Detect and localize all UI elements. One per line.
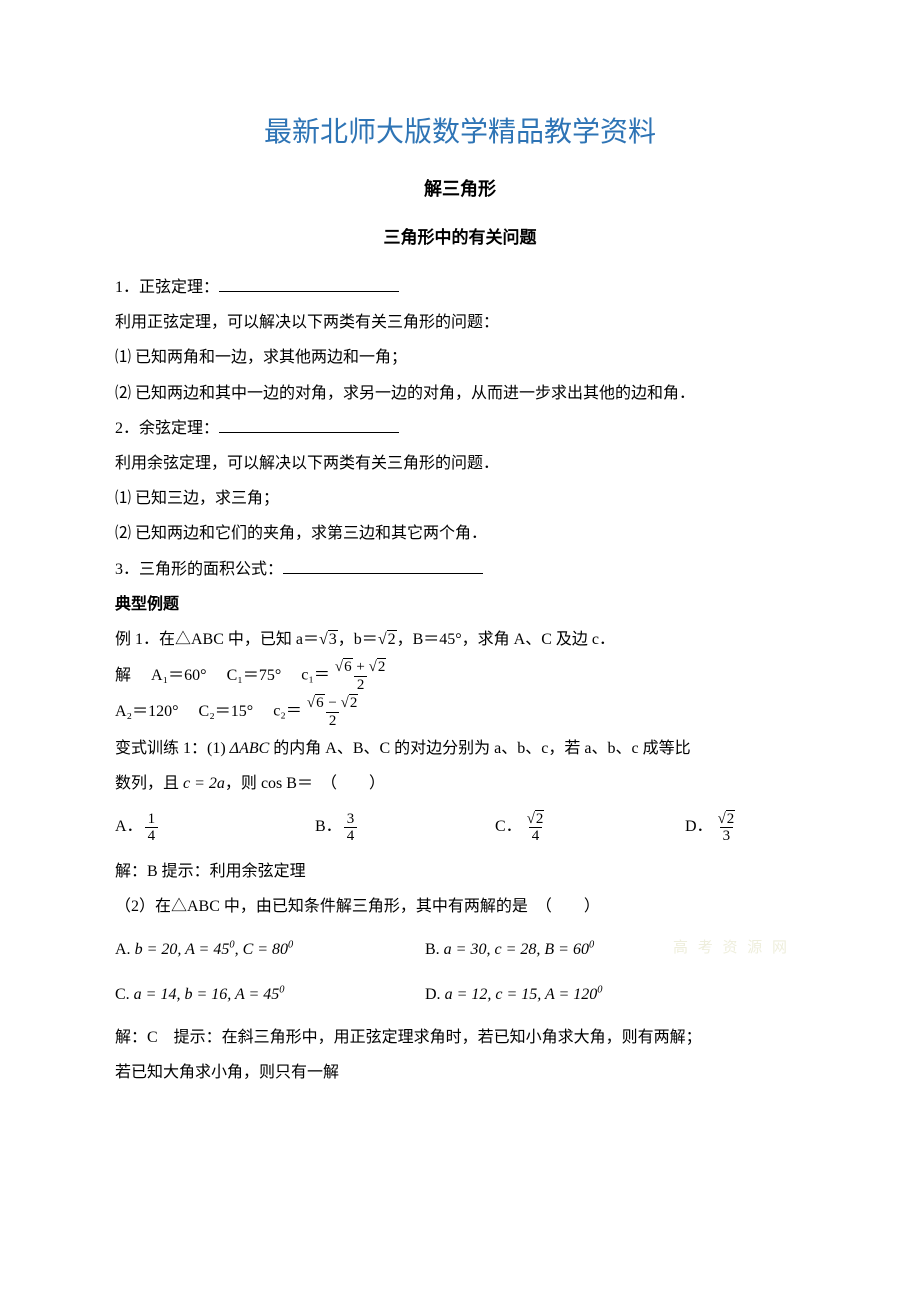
section1-p2: ⑴ 已知两角和一边，求其他两边和一角；	[115, 340, 805, 375]
section2-p2: ⑴ 已知三边，求三角；	[115, 481, 805, 516]
v2-sol-l1: 解：C 提示：在斜三角形中，用正弦定理求角时，若已知小角求大角，则有两解；	[115, 1020, 805, 1055]
opt-b-math: a = 30, c = 28, B = 600	[444, 941, 594, 958]
watermark: 高 考 资 源 网	[673, 936, 790, 957]
opt-b-label: B．	[315, 805, 342, 850]
ex1-stem-a: 例 1．在△ABC 中，已知 a＝	[115, 631, 319, 648]
section3-label: 3．三角形的面积公式：	[115, 561, 283, 578]
v1-stem-c: 数列，且	[115, 775, 183, 792]
ex1-sol-row2: A₂＝120° C₂＝15° c₂＝√6 − √22	[115, 695, 805, 729]
frac-c2: √6 − √22	[304, 695, 361, 729]
frac-sqrt2-3: √23	[715, 811, 739, 845]
ex1-stem: 例 1．在△ABC 中，已知 a＝√3，b＝√2，B＝45°，求角 A、C 及边…	[115, 622, 805, 657]
frac-sqrt2-4: √24	[524, 811, 548, 845]
ex1-a1: A₁＝60°	[151, 660, 207, 692]
frac-3-4: 34	[344, 811, 358, 845]
blank-line	[283, 558, 483, 574]
c2-prefix: c₂＝	[273, 703, 302, 720]
v1-opt-a: A． 14	[115, 805, 315, 850]
ex1-sol-row1: 解 A₁＝60° C₁＝75° c₁＝√6 + √22	[115, 659, 805, 693]
sol-prefix: 解	[115, 660, 131, 692]
blank-line	[219, 417, 399, 433]
section3-heading: 3．三角形的面积公式：	[115, 552, 805, 587]
section1-p1: 利用正弦定理，可以解决以下两类有关三角形的问题：	[115, 305, 805, 340]
v1-c2a: c = 2a	[183, 775, 225, 792]
opt-d-math: a = 12, c = 15, A = 1200	[445, 986, 603, 1003]
v1-stem-a: 变式训练 1：(1)	[115, 740, 230, 757]
c1-prefix: c₁＝	[301, 667, 330, 684]
opt-b-pre: B.	[425, 941, 444, 958]
ex1-c1: C₁＝75°	[227, 660, 282, 692]
opt-d-label: D．	[685, 805, 713, 850]
section1-heading: 1．正弦定理：	[115, 270, 805, 305]
section2-p1: 利用余弦定理，可以解决以下两类有关三角形的问题．	[115, 446, 805, 481]
v1-options: A． 14 B． 34 C． √24 D． √23	[115, 805, 805, 850]
main-title: 最新北师大版数学精品教学资料	[115, 110, 805, 150]
opt-a-pre: A.	[115, 941, 135, 958]
section1-label: 1．正弦定理：	[115, 279, 219, 296]
sqrt-3: √3	[319, 622, 338, 657]
v1-abc: ΔABC	[230, 740, 270, 757]
ex1-c1v: c₁＝√6 + √22	[301, 659, 391, 693]
ex1-c2v: c₂＝√6 − √22	[273, 695, 363, 729]
v1-stem-e: ＝ （ ）	[297, 775, 385, 792]
sqrt-2: √2	[378, 622, 397, 657]
opt-c-math: a = 14, b = 16, A = 450	[134, 986, 285, 1003]
opt-a-math: b = 20, A = 450, C = 800	[135, 941, 294, 958]
subtitle-1: 解三角形	[115, 175, 805, 201]
opt-d-pre: D.	[425, 986, 445, 1003]
v1-stem-l1: 变式训练 1：(1) ΔABC 的内角 A、B、C 的对边分别为 a、b、c，若…	[115, 731, 805, 766]
opt-a-label: A．	[115, 805, 143, 850]
section2-label: 2．余弦定理：	[115, 420, 219, 437]
ex1-stem-c: ，B＝45°，求角 A、C 及边 c．	[397, 631, 615, 648]
v2-stem: （2）在△ABC 中，由已知条件解三角形，其中有两解的是 （ ）	[115, 889, 805, 924]
v1-opt-b: B． 34	[315, 805, 495, 850]
examples-heading: 典型例题	[115, 587, 805, 622]
v1-solution: 解：B 提示：利用余弦定理	[115, 854, 805, 889]
blank-line	[219, 276, 399, 292]
v1-stem-l2: 数列，且 c = 2a，则 cos B＝ （ ）	[115, 766, 805, 801]
ex1-stem-b: ，b＝	[338, 631, 378, 648]
v2-opt-d: D. a = 12, c = 15, A = 1200	[425, 974, 805, 1016]
opt-c-pre: C.	[115, 986, 134, 1003]
ex1-c2: C₂＝15°	[199, 696, 254, 728]
v2-sol-l2: 若已知大角求小角，则只有一解	[115, 1055, 805, 1090]
section1-p3: ⑵ 已知两边和其中一边的对角，求另一边的对角，从而进一步求出其他的边和角．	[115, 376, 805, 411]
v1-cosb: cos B	[261, 775, 297, 792]
frac-1-4: 14	[145, 811, 159, 845]
frac-c1: √6 + √22	[332, 659, 389, 693]
opt-c-label: C．	[495, 805, 522, 850]
ex1-a2: A₂＝120°	[115, 696, 179, 728]
subtitle-2: 三角形中的有关问题	[115, 223, 805, 248]
v2-opt-c: C. a = 14, b = 16, A = 450	[115, 974, 425, 1016]
v2-opt-a: A. b = 20, A = 450, C = 800	[115, 929, 425, 971]
v2-opts-row2: C. a = 14, b = 16, A = 450 D. a = 12, c …	[115, 974, 805, 1016]
v1-stem-d: ，则	[225, 775, 261, 792]
v1-stem-b: 的内角 A、B、C 的对边分别为 a、b、c，若 a、b、c 成等比	[269, 740, 690, 757]
v1-opt-c: C． √24	[495, 805, 685, 850]
section2-heading: 2．余弦定理：	[115, 411, 805, 446]
v1-opt-d: D． √23	[685, 805, 805, 850]
section2-p3: ⑵ 已知两边和它们的夹角，求第三边和其它两个角．	[115, 516, 805, 551]
